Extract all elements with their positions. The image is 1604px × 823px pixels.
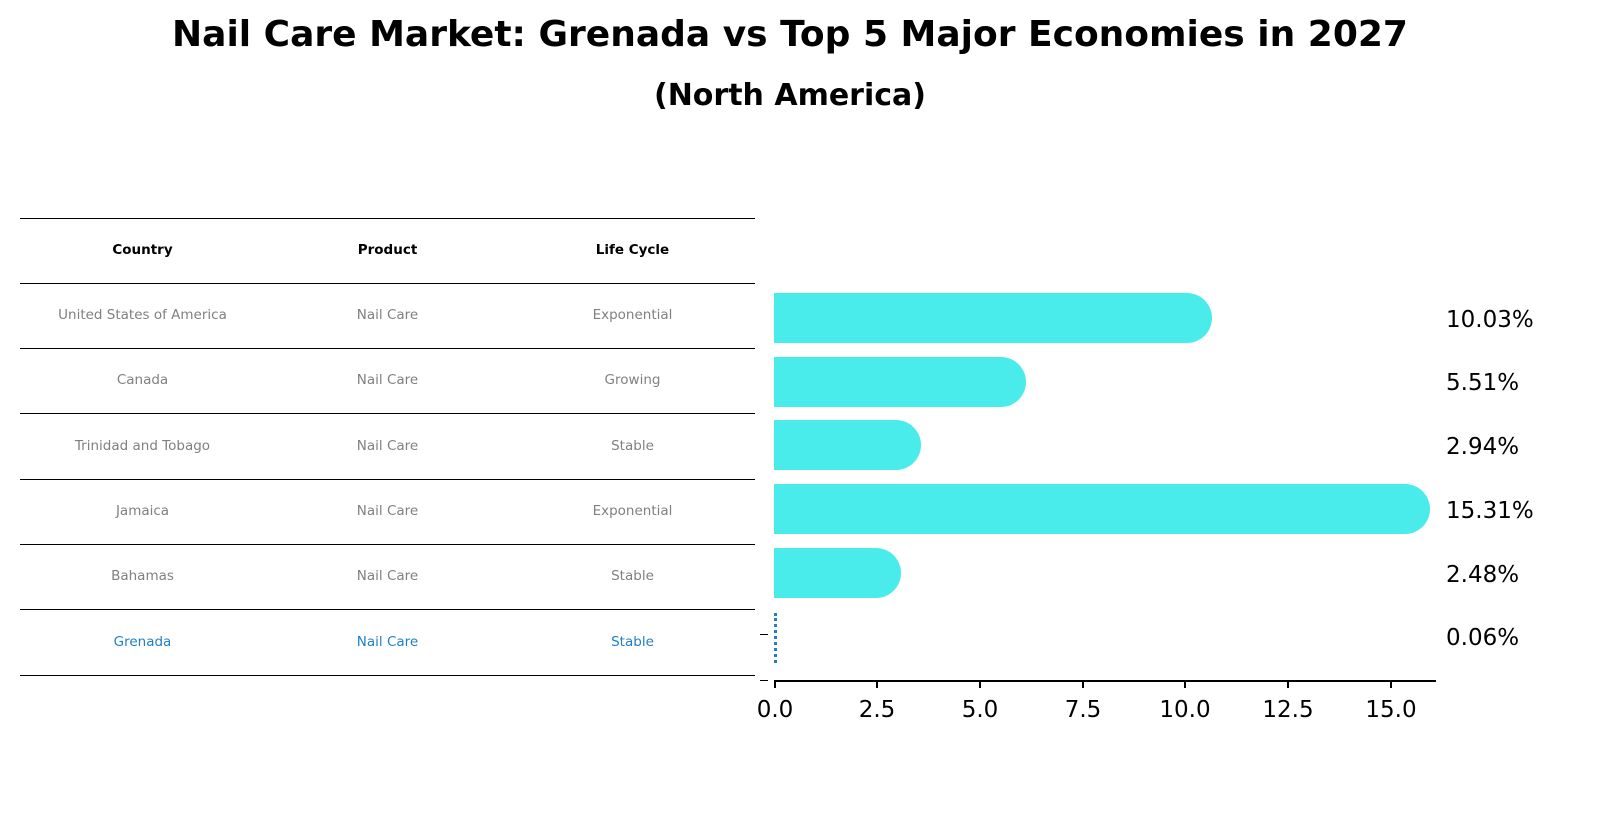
cell-product: Nail Care [356,307,419,323]
bar-usa [774,293,1212,343]
value-label: 15.31% [1446,498,1534,524]
cell-life-cycle: Stable [611,568,654,584]
x-tick-label: 2.5 [858,697,896,723]
value-label: 10.03% [1446,307,1534,333]
table-rule [20,218,755,219]
x-tick-label: 0.0 [756,697,794,723]
x-tick-label: 10.0 [1159,697,1211,723]
cell-life-cycle: Exponential [592,503,673,519]
bar-plot-area [774,280,1436,680]
cell-product: Nail Care [356,568,419,584]
table-rule [20,348,755,349]
cell-life-cycle: Growing [604,372,661,388]
bar-trinidad-tobago [774,420,921,470]
x-tick-label: 5.0 [961,697,999,723]
chart-title: Nail Care Market: Grenada vs Top 5 Major… [172,14,1408,55]
x-tick [1082,680,1084,688]
value-label: 2.48% [1446,562,1520,588]
cell-product: Nail Care [356,503,419,519]
y-tick [760,634,768,635]
bar-canada [774,357,1026,407]
value-label: 0.06% [1446,625,1520,651]
table-rule [20,675,755,676]
cell-product: Nail Care [356,438,419,454]
table-rule [20,544,755,545]
header-product: Product [357,242,418,258]
cell-product-highlight: Nail Care [356,634,419,650]
x-tick-label: 15.0 [1365,697,1417,723]
cell-country: United States of America [58,307,227,323]
cell-country: Jamaica [115,503,170,519]
table-rule [20,413,755,414]
cell-country-highlight: Grenada [113,634,172,650]
cell-product: Nail Care [356,372,419,388]
chart-subtitle: (North America) [653,78,926,113]
x-tick [1390,680,1392,688]
cell-life-cycle: Stable [611,438,654,454]
x-tick-label: 7.5 [1064,697,1102,723]
value-label: 5.51% [1446,370,1520,396]
cell-life-cycle: Exponential [592,307,673,323]
table-rule [20,479,755,480]
value-label: 2.94% [1446,434,1520,460]
bar-bahamas [774,548,901,598]
x-tick [774,680,776,688]
cell-country: Bahamas [111,568,174,584]
x-tick [876,680,878,688]
table-rule [20,609,755,610]
cell-country: Canada [116,372,169,388]
x-tick [1287,680,1289,688]
cell-country: Trinidad and Tobago [74,438,211,454]
table-rule [20,283,755,284]
x-tick [979,680,981,688]
x-tick [1184,680,1186,688]
bar-jamaica [774,484,1430,534]
header-life-cycle: Life Cycle [595,242,670,258]
header-country: Country [112,242,173,258]
x-tick-label: 12.5 [1262,697,1314,723]
x-axis [774,680,1436,682]
y-tick [760,680,768,681]
cell-life-cycle-highlight: Stable [611,634,654,650]
bar-grenada [774,613,781,663]
